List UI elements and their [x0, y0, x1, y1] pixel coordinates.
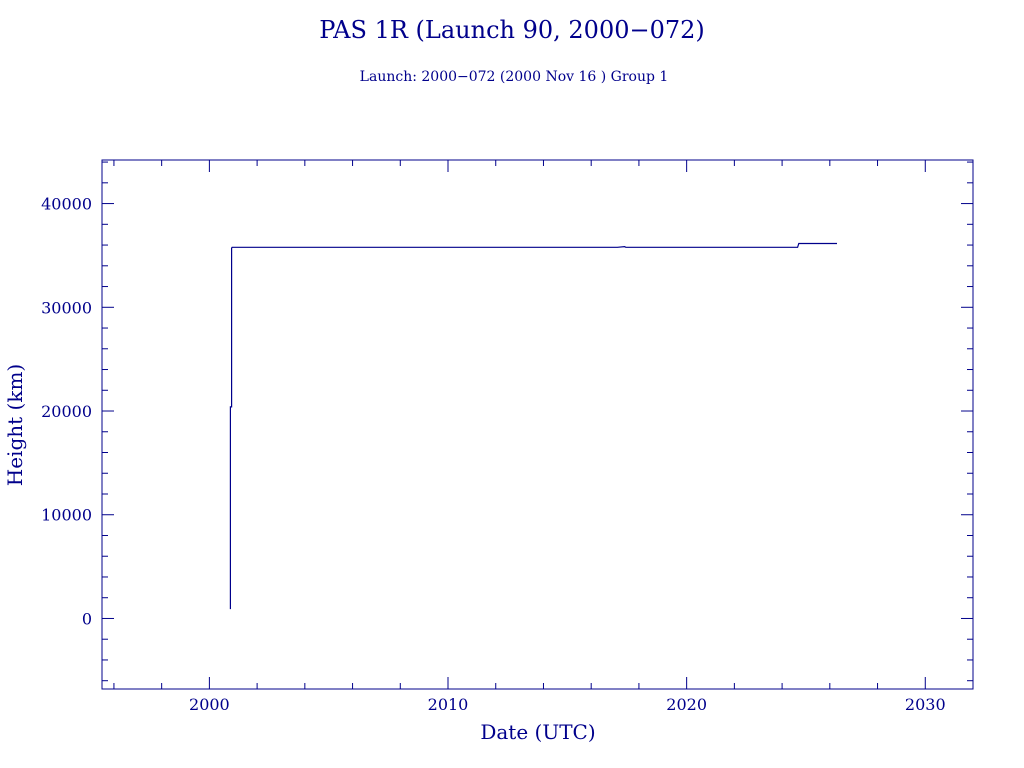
x-tick-label: 2030	[905, 695, 946, 714]
x-tick-label: 2010	[428, 695, 469, 714]
y-axis-label: Height (km)	[3, 364, 27, 486]
height-series-line	[229, 242, 837, 610]
x-tick-label: 2000	[189, 695, 230, 714]
y-tick-label: 20000	[41, 402, 92, 421]
chart-subtitle: Launch: 2000−072 (2000 Nov 16 ) Group 1	[360, 69, 669, 85]
x-axis-label: Date (UTC)	[480, 720, 595, 744]
y-tick-label: 30000	[41, 298, 92, 317]
axis-ticks	[102, 160, 974, 689]
plot-frame	[101, 159, 974, 690]
axis-tick-labels: 2000 2010 2020 2030 0 10000 20000 30000 40000	[41, 195, 946, 714]
x-tick-label: 2020	[666, 695, 707, 714]
y-tick-label: 40000	[41, 195, 92, 214]
y-tick-label: 0	[82, 609, 92, 628]
chart-title: PAS 1R (Launch 90, 2000−072)	[319, 16, 705, 44]
y-tick-label: 10000	[41, 506, 92, 525]
